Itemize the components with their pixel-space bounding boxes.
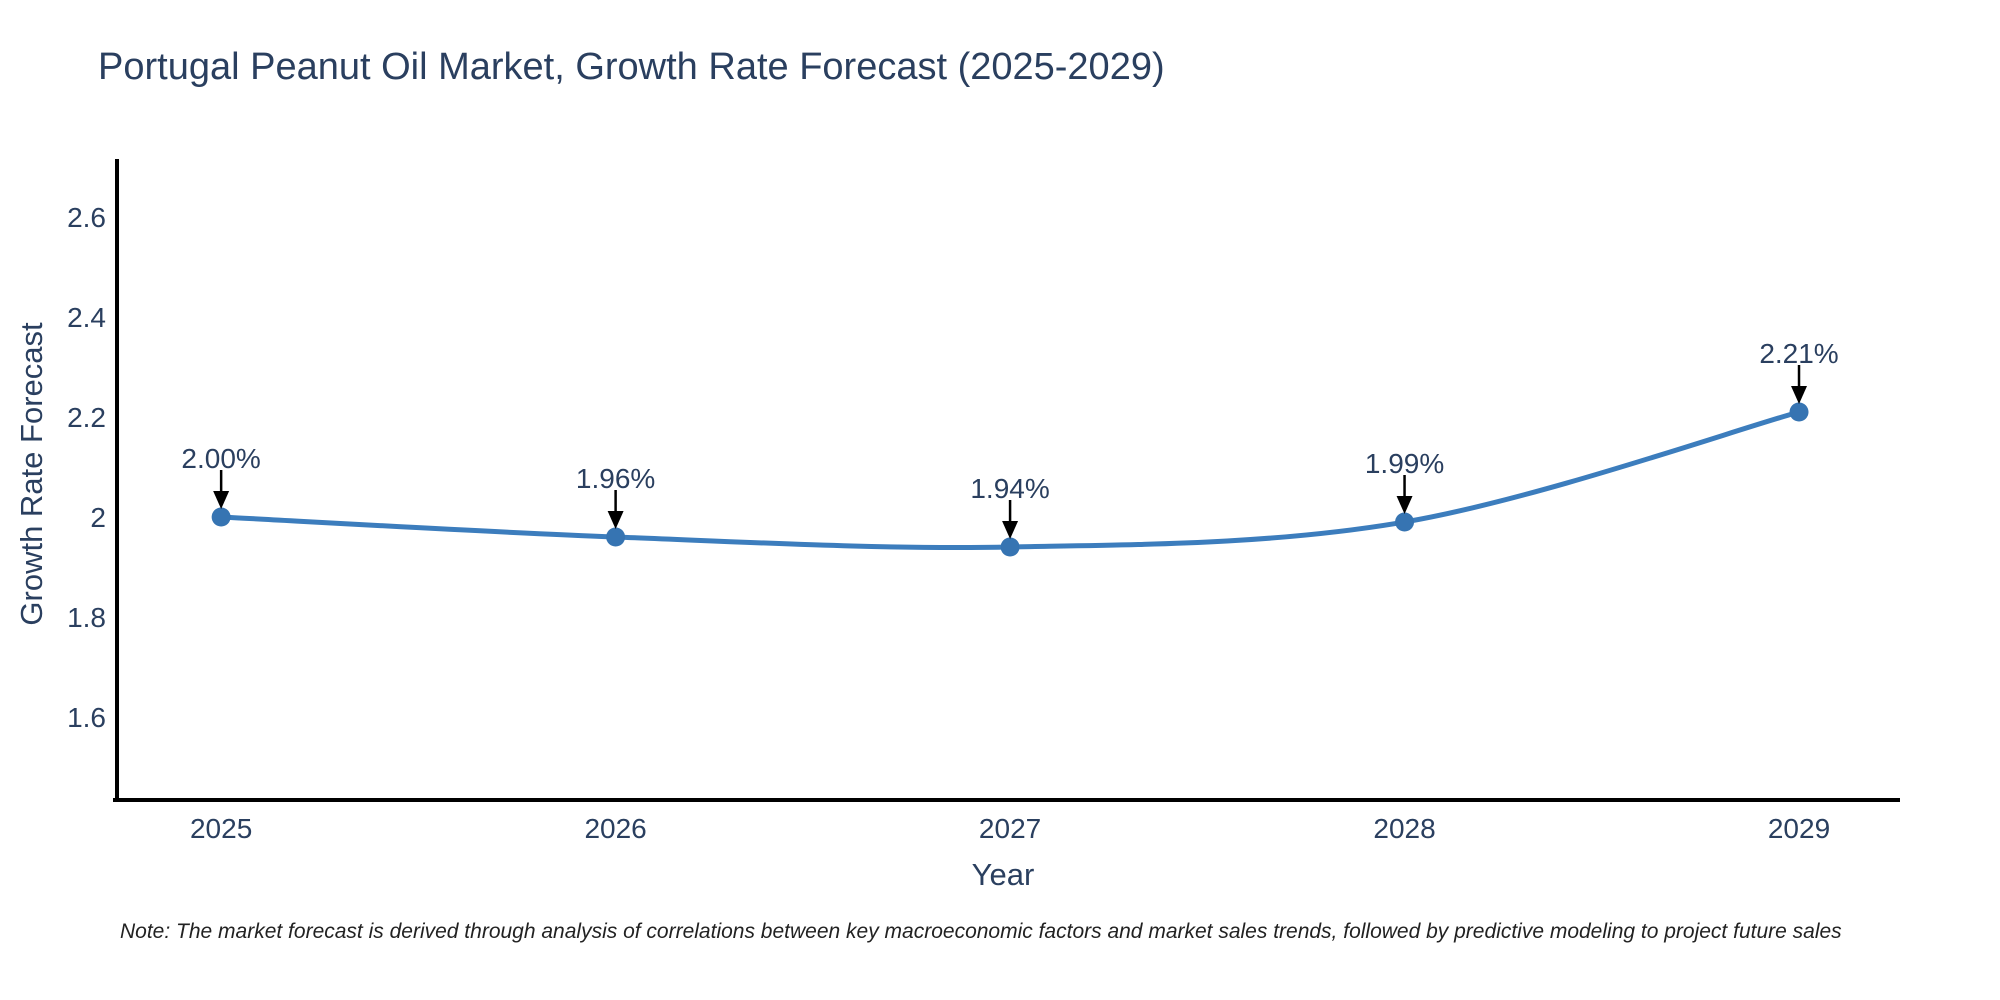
x-tick-label: 2028 [1373, 813, 1435, 844]
annotation-arrowhead-icon [1396, 496, 1413, 514]
annotation-arrowhead-icon [1791, 386, 1808, 404]
data-point-label: 1.96% [576, 463, 655, 494]
y-tick-label: 1.8 [67, 602, 106, 633]
y-tick-label: 1.6 [67, 702, 106, 733]
y-tick-label: 2.2 [67, 402, 106, 433]
x-tick-label: 2027 [979, 813, 1041, 844]
data-point[interactable] [1000, 537, 1020, 557]
annotation-arrowhead-icon [607, 511, 624, 529]
data-point-label: 1.99% [1365, 448, 1444, 479]
x-tick-label: 2026 [584, 813, 646, 844]
data-point-label: 2.00% [181, 443, 260, 474]
annotation-arrowhead-icon [213, 491, 230, 509]
data-point[interactable] [1789, 402, 1809, 422]
x-tick-label: 2029 [1768, 813, 1830, 844]
data-point[interactable] [606, 527, 626, 547]
y-tick-label: 2 [90, 502, 106, 533]
data-point[interactable] [1395, 512, 1415, 532]
data-point-label: 2.21% [1759, 338, 1838, 369]
y-tick-label: 2.4 [67, 302, 106, 333]
x-axis-title: Year [971, 857, 1035, 892]
chart-title: Portugal Peanut Oil Market, Growth Rate … [98, 46, 1165, 88]
x-tick-label: 2025 [190, 813, 252, 844]
data-point-label: 1.94% [970, 473, 1049, 504]
data-point[interactable] [211, 507, 231, 527]
annotation-arrowhead-icon [1002, 521, 1019, 539]
y-tick-label: 2.6 [67, 202, 106, 233]
footnote: Note: The market forecast is derived thr… [120, 920, 1842, 943]
